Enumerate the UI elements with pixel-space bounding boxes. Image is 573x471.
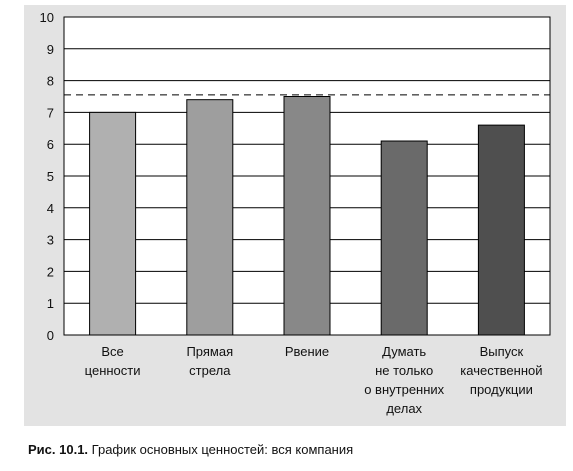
- x-category-label: Прямая стрела: [186, 344, 233, 378]
- y-tick-label: 8: [47, 74, 54, 89]
- x-category-label-line: о внутренних: [364, 382, 444, 397]
- y-tick-label: 7: [47, 105, 54, 120]
- y-tick-label: 5: [47, 169, 54, 184]
- x-category-label-line: Все: [101, 344, 123, 359]
- x-category-label-line: стрела: [189, 363, 231, 378]
- caption-label: Рис. 10.1.: [28, 442, 89, 457]
- y-tick-label: 1: [47, 296, 54, 311]
- y-tick-label: 4: [47, 201, 54, 216]
- x-category-label-line: ценности: [85, 363, 141, 378]
- x-category-label: Рвение: [285, 344, 329, 359]
- bar-chart: 0 1 2 3 4 5 6 7 8 9 10 Все ценности Прямая стрела Рвени…: [40, 10, 551, 416]
- x-category-label-line: Рвение: [285, 344, 329, 359]
- x-category-label-line: Думать: [382, 344, 426, 359]
- y-tick-label: 3: [47, 233, 54, 248]
- bar: [380, 140, 428, 336]
- y-tick-label: 2: [47, 264, 54, 279]
- x-category-label-line: продукции: [470, 382, 533, 397]
- caption-text: График основных ценностей: вся компания: [91, 442, 354, 457]
- figure-caption: Рис. 10.1. График основных ценностей: вс…: [28, 442, 353, 457]
- bar: [283, 96, 331, 336]
- plot-frame: [63, 16, 551, 336]
- y-tick-label: 9: [47, 42, 54, 57]
- x-category-label: Выпуск качественной продукции: [460, 344, 542, 397]
- x-category-label-line: Прямая: [186, 344, 233, 359]
- y-tick-label: 6: [47, 137, 54, 152]
- x-category-label-line: качественной: [460, 363, 542, 378]
- bar: [186, 99, 234, 336]
- x-category-label-line: делах: [386, 401, 422, 416]
- y-tick-label: 0: [47, 328, 54, 343]
- x-category-label: Все ценности: [85, 344, 141, 378]
- bar: [477, 124, 525, 336]
- x-category-label-line: Выпуск: [480, 344, 524, 359]
- y-tick-label: 10: [40, 10, 54, 25]
- x-category-label: Думать не только о внутренних делах: [364, 344, 444, 416]
- chart-panel: 0 1 2 3 4 5 6 7 8 9 10 Все ценности Прямая стрела Рвени…: [24, 5, 566, 426]
- bar: [89, 111, 137, 336]
- x-category-label-line: не только: [375, 363, 433, 378]
